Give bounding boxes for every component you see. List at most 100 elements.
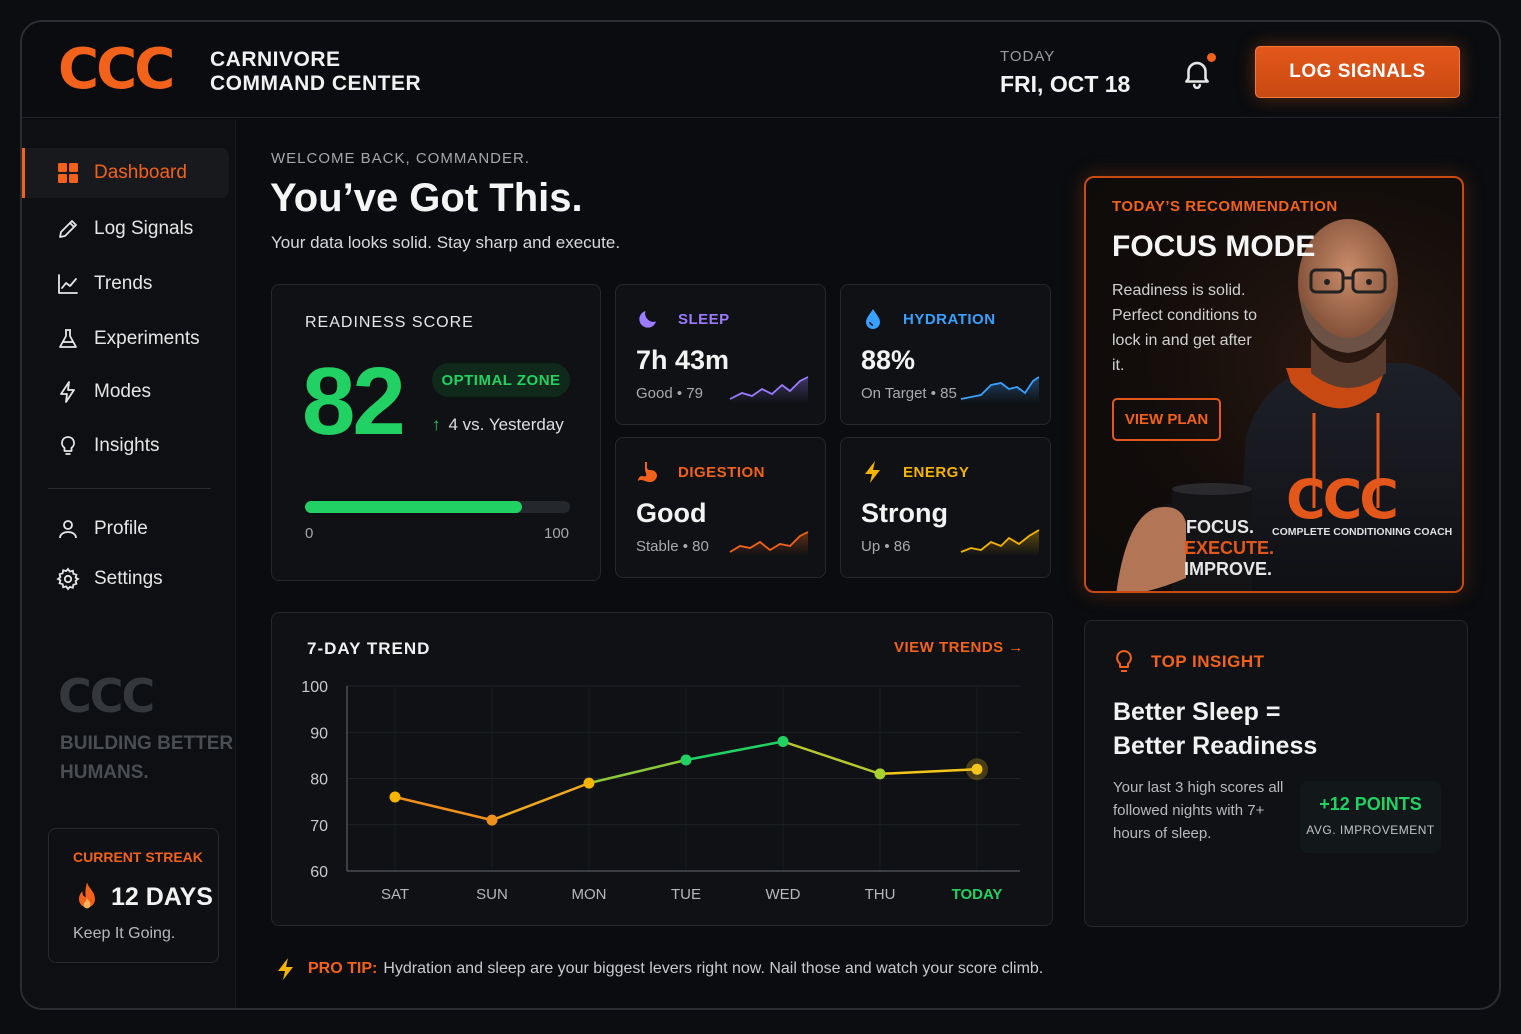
sidebar-divider bbox=[48, 488, 211, 489]
sidebar-item-profile[interactable]: Profile bbox=[22, 504, 229, 554]
sidebar-item-modes[interactable]: Modes bbox=[22, 367, 229, 417]
sidebar-item-trends[interactable]: Trends bbox=[22, 259, 229, 309]
digestion-sparkline bbox=[729, 531, 809, 556]
trend-card: 7-DAY TREND VIEW TRENDS → 100 90 80 70 60 SAT… bbox=[271, 612, 1053, 926]
pro-tip: PRO TIP: Hydration and sleep are your bi… bbox=[276, 957, 1043, 981]
y-tick-label: 100 bbox=[301, 679, 328, 696]
sidebar-item-label: Profile bbox=[94, 518, 148, 539]
x-tick-label: WED bbox=[766, 886, 801, 903]
x-tick-label: SAT bbox=[381, 886, 409, 903]
digestion-card[interactable]: DIGESTION Good Stable • 80 bbox=[615, 437, 826, 578]
sidebar-item-label: Modes bbox=[94, 381, 152, 402]
metric-value: Good bbox=[636, 498, 707, 528]
metric-label: SLEEP bbox=[636, 307, 730, 331]
log-signals-button[interactable]: LOG SIGNALS bbox=[1255, 46, 1460, 98]
today-block: TODAY FRI, OCT 18 bbox=[1000, 48, 1130, 98]
lightbulb-icon bbox=[1116, 650, 1132, 672]
series-line-segment bbox=[685, 740, 784, 762]
moon-icon bbox=[639, 311, 656, 328]
energy-card[interactable]: ENERGY Strong Up • 86 bbox=[840, 437, 1051, 578]
lightbulb-icon bbox=[61, 436, 75, 455]
stomach-icon bbox=[638, 462, 657, 483]
insight-label: TOP INSIGHT bbox=[1113, 649, 1265, 675]
gear-icon bbox=[56, 567, 80, 591]
readiness-card[interactable]: READINESS SCORE 82 OPTIMAL ZONE ↑ 4 vs. … bbox=[271, 284, 601, 581]
recommendation-label: TODAY’S RECOMMENDATION bbox=[1112, 198, 1338, 215]
data-point bbox=[583, 777, 595, 789]
coach-illustration: CCC COMPLETE CONDITIONING COACH FOCUS. E… bbox=[1116, 219, 1462, 591]
today-date: FRI, OCT 18 bbox=[1000, 71, 1131, 97]
insight-points: +12 POINTS bbox=[1319, 794, 1422, 814]
trend-chart[interactable]: 100 90 80 70 60 SAT SUN MON TUE WED THU TODAY bbox=[272, 613, 1054, 927]
insight-text: Your last 3 high scores all followed nig… bbox=[1113, 779, 1284, 842]
trend-title: 7-DAY TREND bbox=[307, 639, 431, 658]
pencil-icon bbox=[59, 220, 77, 238]
zone-badge: OPTIMAL ZONE bbox=[432, 363, 570, 397]
y-tick-label: 60 bbox=[310, 864, 328, 881]
readiness-score: 82 bbox=[302, 348, 406, 455]
metric-label: ENERGY bbox=[861, 460, 969, 484]
bolt-icon bbox=[278, 958, 293, 980]
x-tick-label: TUE bbox=[671, 886, 701, 903]
pro-tip-label: PRO TIP: bbox=[308, 960, 378, 977]
data-point bbox=[389, 791, 401, 803]
recommendation-card[interactable]: CCC COMPLETE CONDITIONING COACH FOCUS. E… bbox=[1084, 176, 1464, 593]
metric-label: HYDRATION bbox=[861, 307, 996, 331]
app-logo[interactable]: CCC bbox=[58, 37, 175, 102]
view-trends-link[interactable]: VIEW TRENDS → bbox=[894, 639, 1024, 656]
x-tick-label: TODAY bbox=[952, 886, 1003, 903]
data-point bbox=[777, 736, 789, 747]
page-subtitle: Your data looks solid. Stay sharp and ex… bbox=[271, 233, 621, 252]
sidebar-item-insights[interactable]: Insights bbox=[22, 421, 229, 471]
series-line-segment bbox=[782, 740, 881, 776]
streak-sub: Keep It Going. bbox=[73, 925, 176, 942]
sidebar-item-label: Insights bbox=[94, 435, 160, 456]
sidebar-item-log-signals[interactable]: Log Signals bbox=[22, 204, 229, 254]
y-tick-label: 70 bbox=[310, 818, 328, 835]
sidebar-item-dashboard[interactable]: Dashboard bbox=[22, 148, 229, 198]
bolt-icon bbox=[865, 461, 880, 483]
readiness-delta: ↑ 4 vs. Yesterday bbox=[432, 415, 564, 434]
streak-card: CURRENT STREAK 12 DAYS Keep It Going. bbox=[48, 828, 219, 963]
sleep-sparkline bbox=[729, 376, 809, 403]
y-tick-label: 80 bbox=[310, 772, 328, 789]
sidebar-tagline: BUILDING BETTER HUMANS. bbox=[60, 733, 234, 783]
insight-title: Better Sleep = Better Readiness bbox=[1113, 698, 1318, 760]
sleep-card[interactable]: SLEEP 7h 43m Good • 79 bbox=[615, 284, 826, 425]
data-point bbox=[874, 768, 886, 780]
hydration-sparkline bbox=[960, 376, 1040, 403]
series-line-segment bbox=[491, 781, 590, 822]
metric-sub: On Target • 85 bbox=[861, 385, 957, 402]
streak-value: 12 DAYS bbox=[73, 881, 213, 913]
hydration-card[interactable]: HYDRATION 88% On Target • 85 bbox=[840, 284, 1051, 425]
today-label: TODAY bbox=[1000, 48, 1056, 65]
sidebar-item-label: Trends bbox=[94, 273, 153, 294]
bell-icon[interactable] bbox=[1180, 56, 1214, 90]
readiness-progress-track bbox=[305, 501, 570, 513]
series-line-segment bbox=[879, 768, 978, 776]
top-header: CCC CARNIVORE COMMAND CENTER TODAY FRI, … bbox=[22, 22, 1499, 118]
series-line-segment bbox=[394, 795, 493, 822]
readiness-title: READINESS SCORE bbox=[305, 314, 474, 331]
mug-text-1: FOCUS. bbox=[1186, 517, 1254, 537]
metric-sub: Good • 79 bbox=[636, 385, 703, 402]
view-plan-button[interactable]: VIEW PLAN bbox=[1112, 398, 1221, 441]
series-line-segment bbox=[588, 758, 687, 785]
hoodie-logo: CCC bbox=[1286, 468, 1396, 531]
notification-dot bbox=[1207, 53, 1216, 62]
flame-icon bbox=[79, 882, 95, 909]
x-tick-label: SUN bbox=[476, 886, 508, 903]
sidebar-item-experiments[interactable]: Experiments bbox=[22, 314, 229, 364]
sidebar-item-settings[interactable]: Settings bbox=[22, 554, 229, 604]
line-chart-icon bbox=[58, 274, 78, 294]
metric-sub: Stable • 80 bbox=[636, 538, 709, 555]
insight-card[interactable]: TOP INSIGHT Better Sleep = Better Readin… bbox=[1084, 620, 1468, 927]
sidebar-item-label: Dashboard bbox=[94, 162, 187, 183]
insight-points-sub: AVG. IMPROVEMENT bbox=[1306, 823, 1435, 837]
streak-label: CURRENT STREAK bbox=[73, 849, 203, 865]
sidebar-item-label: Log Signals bbox=[94, 218, 194, 239]
data-point bbox=[680, 754, 692, 766]
grid-icon bbox=[58, 163, 78, 183]
sidebar-watermark-logo: CCC bbox=[58, 669, 155, 723]
metric-sub: Up • 86 bbox=[861, 538, 911, 555]
